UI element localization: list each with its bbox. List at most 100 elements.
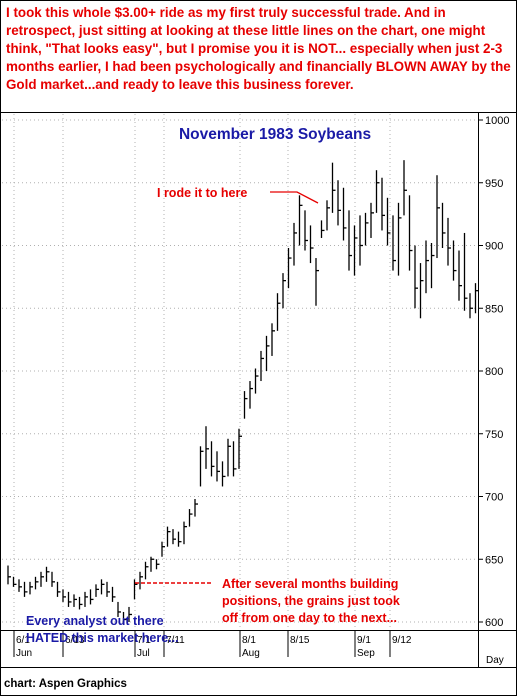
price-bar [315, 258, 319, 306]
price-bar [144, 561, 149, 580]
price-bar [469, 293, 473, 319]
price-bar [95, 584, 99, 597]
price-bar [67, 591, 72, 607]
date-tick-label: 8/15 [290, 635, 310, 646]
price-bar [23, 581, 28, 597]
price-bar [227, 438, 231, 477]
price-bar [155, 559, 160, 570]
price-bar [408, 195, 413, 271]
month-label: Sep [357, 648, 375, 659]
price-bar [463, 232, 468, 311]
price-bar [183, 521, 187, 545]
price-bar [359, 215, 363, 266]
month-label: Aug [242, 648, 260, 659]
price-bar [78, 596, 83, 610]
date-tick-label: 9/1 [357, 635, 371, 646]
price-bar [56, 581, 61, 597]
price-bar [370, 202, 374, 238]
price-bar [243, 391, 248, 419]
price-bar [458, 250, 462, 301]
price-bar [309, 225, 314, 264]
price-bar [100, 579, 105, 595]
price-bar [375, 170, 380, 213]
price-bar [216, 451, 220, 482]
annotation-top-pointer [270, 191, 319, 204]
price-bars [7, 160, 479, 625]
price-bar [62, 589, 66, 602]
month-label: Jul [137, 648, 150, 659]
date-tick-label: 6/1 [16, 635, 30, 646]
price-bar [320, 220, 325, 238]
period-label: Day [486, 655, 504, 666]
annotation-hated-line2: HATED this market here... [26, 631, 179, 645]
price-bar [12, 576, 17, 587]
price-bar [128, 606, 132, 622]
price-bar [348, 210, 352, 271]
price-bar [210, 441, 215, 477]
price-tick-label: 1000 [485, 115, 509, 127]
price-bar [441, 202, 446, 249]
price-bar [29, 581, 33, 595]
date-tick-label: 9/12 [392, 635, 412, 646]
price-bar [436, 175, 440, 259]
date-tick-label: 7/11 [166, 635, 185, 646]
annotation-breakout-line2: positions, the grains just took [222, 594, 400, 608]
price-bar [287, 248, 292, 289]
price-bar [161, 541, 165, 557]
price-bar [447, 217, 451, 266]
price-bar [293, 222, 297, 266]
price-tick-label: 700 [485, 492, 503, 504]
price-bar [282, 273, 286, 309]
price-bar [414, 245, 418, 309]
chart-title: November 1983 Soybeans [179, 126, 371, 143]
price-bar [172, 529, 176, 545]
price-tick-label: 950 [485, 178, 503, 190]
price-bar [337, 180, 341, 226]
price-tick-label: 600 [485, 617, 503, 629]
price-bar [326, 200, 330, 231]
price-bar [254, 368, 259, 394]
price-bar [199, 446, 204, 487]
price-bar [342, 187, 347, 241]
price-bar [177, 531, 182, 547]
price-bar [34, 576, 39, 590]
price-bar [166, 526, 171, 547]
price-tick-label: 750 [485, 429, 503, 441]
price-bar [117, 601, 121, 617]
price-bar [474, 283, 479, 314]
price-bar [381, 177, 385, 231]
price-bar [188, 509, 193, 527]
price-bar [84, 591, 88, 607]
price-chart: 600 650 700 750 800 850 900 950 1000 6/1 6/13 7/1 7… [1, 112, 516, 668]
date-axis-ticks: 6/1 6/13 7/1 7/11 8/1 8/15 9/1 9/12 Jun Jul Aug Sep [13, 630, 412, 659]
price-bar [260, 350, 264, 382]
price-axis-ticks: 600 650 700 750 800 850 900 950 1000 [478, 115, 509, 629]
date-tick-label: 8/1 [242, 635, 256, 646]
month-label: Jun [16, 648, 32, 659]
price-tick-label: 900 [485, 241, 503, 253]
price-bar [452, 240, 457, 281]
chart-credit: chart: Aspen Graphics [4, 678, 127, 690]
price-bar [304, 210, 308, 251]
price-bar [403, 160, 407, 216]
price-bar [271, 323, 275, 356]
price-bar [194, 499, 198, 517]
price-bar [419, 263, 424, 319]
price-bar [18, 579, 22, 592]
price-bar [430, 242, 435, 289]
price-bar [386, 197, 391, 246]
price-bar [392, 215, 396, 271]
price-tick-label: 650 [485, 554, 503, 566]
price-bar [139, 571, 143, 590]
price-tick-label: 850 [485, 303, 503, 315]
price-bar [205, 426, 209, 469]
price-bar [73, 594, 77, 607]
price-bar [150, 556, 154, 572]
intro-text: I took this whole $3.00+ ride as my firs… [6, 5, 511, 92]
price-bar [111, 586, 116, 602]
price-bar [40, 571, 44, 587]
price-bar [232, 441, 237, 477]
price-bar [221, 461, 226, 487]
annotation-breakout-line3: off from one day to the next... [222, 611, 397, 625]
price-bar [298, 195, 303, 246]
